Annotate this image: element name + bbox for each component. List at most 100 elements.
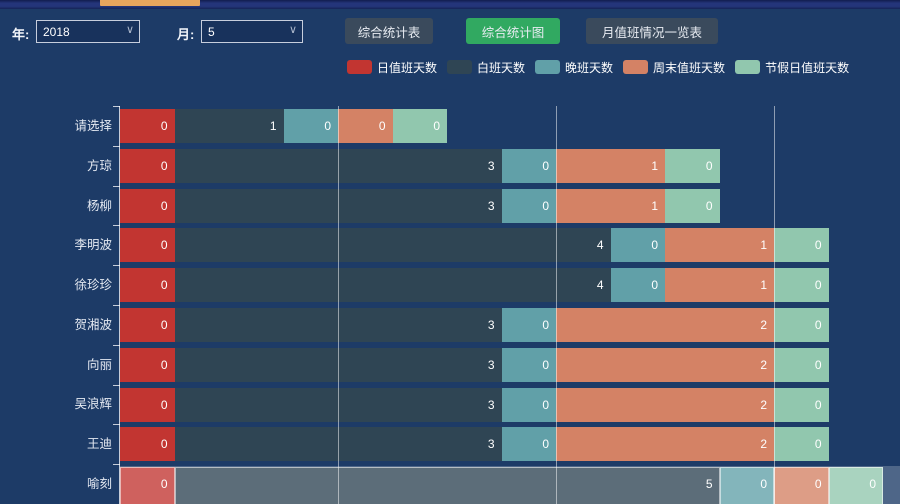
bar-segment-日值班天数[interactable]: 0 — [120, 467, 175, 504]
bar-value-label: 0 — [433, 118, 440, 133]
stats-table-button[interactable]: 综合统计表 — [345, 18, 433, 44]
legend-item-晚班天数[interactable]: 晚班天数 — [535, 59, 613, 76]
y-axis-tick — [113, 265, 120, 266]
bar-value-label: 0 — [705, 158, 713, 173]
bar-segment-白班天数[interactable]: 4 — [174, 228, 611, 263]
legend-swatch-icon — [535, 60, 561, 74]
bar-segment-日值班天数[interactable]: 0 — [120, 427, 175, 462]
chevron-down-icon: ∨ — [125, 24, 134, 36]
bar-segment-周末值班天数[interactable]: 0 — [774, 467, 829, 504]
bar-value-label: 1 — [760, 238, 767, 253]
bar-segment-晚班天数[interactable]: 0 — [501, 427, 556, 462]
bar-segment-周末值班天数[interactable]: 2 — [556, 387, 774, 422]
year-label: 年: — [12, 27, 30, 42]
bar-value-label: 0 — [542, 397, 549, 412]
bar-segment-晚班天数[interactable]: 0 — [283, 108, 338, 143]
year-select[interactable]: 2018 ∨ — [36, 20, 140, 43]
legend: 日值班天数 白班天数 晚班天数 周末值班天数 节假日值班天数 — [347, 59, 849, 75]
stats-chart-button[interactable]: 综合统计图 — [466, 18, 560, 44]
bar-segment-白班天数[interactable]: 5 — [174, 467, 720, 504]
bar-value-label: 0 — [160, 437, 168, 452]
legend-label: 晚班天数 — [565, 60, 614, 75]
bar-value-label: 1 — [269, 118, 277, 133]
bar-segment-晚班天数[interactable]: 0 — [501, 387, 556, 422]
y-axis-label: 喻刻 — [86, 477, 112, 491]
bar-value-label: 0 — [160, 477, 168, 492]
legend-swatch-icon — [447, 60, 473, 74]
legend-item-日值班天数[interactable]: 日值班天数 — [347, 59, 437, 76]
bar-segment-白班天数[interactable]: 1 — [174, 108, 284, 143]
bar-value-label: 0 — [814, 477, 822, 492]
legend-swatch-icon — [735, 60, 761, 74]
y-axis-label: 王迪 — [86, 437, 112, 451]
month-select[interactable]: 5 ∨ — [201, 20, 303, 43]
bar-value-label: 0 — [651, 238, 658, 253]
bar-value-label: 0 — [814, 238, 822, 253]
bar-segment-晚班天数[interactable]: 0 — [501, 148, 556, 183]
chart-area: 请选择 0 1 0 0 0 方琼 0 3 0 1 0 杨柳 0 3 0 1 0 李明波 0 4 0 1 0 徐珍珍 0 4 0 1 0 贺湘… — [0, 106, 900, 504]
bar-segment-日值班天数[interactable]: 0 — [120, 347, 175, 382]
bar-segment-节假日值班天数[interactable]: 0 — [774, 347, 829, 382]
bar-value-label: 0 — [160, 198, 168, 213]
bar-segment-周末值班天数[interactable]: 1 — [665, 268, 774, 303]
bar-value-label: 0 — [542, 437, 549, 452]
bar-value-label: 0 — [160, 238, 168, 253]
bar-segment-日值班天数[interactable]: 0 — [120, 108, 175, 143]
legend-item-周末值班天数[interactable]: 周末值班天数 — [623, 59, 725, 76]
bar-value-label: 3 — [487, 397, 495, 412]
bar-segment-节假日值班天数[interactable]: 0 — [392, 108, 447, 143]
active-tab-indicator[interactable] — [100, 0, 200, 6]
bar-segment-节假日值班天数[interactable]: 0 — [774, 427, 829, 462]
bar-segment-周末值班天数[interactable]: 1 — [556, 148, 665, 183]
bar-segment-白班天数[interactable]: 4 — [174, 268, 611, 303]
bar-segment-周末值班天数[interactable]: 1 — [556, 188, 665, 223]
bar-value-label: 0 — [160, 397, 168, 412]
bar-segment-日值班天数[interactable]: 0 — [120, 268, 175, 303]
bar-segment-节假日值班天数[interactable]: 0 — [774, 387, 829, 422]
legend-label: 周末值班天数 — [653, 60, 726, 75]
legend-item-节假日值班天数[interactable]: 节假日值班天数 — [735, 59, 849, 76]
bar-segment-晚班天数[interactable]: 0 — [610, 228, 665, 263]
bar-segment-周末值班天数[interactable]: 0 — [338, 108, 393, 143]
y-axis-tick — [113, 225, 120, 226]
bar-value-label: 3 — [487, 357, 495, 372]
y-axis-tick — [113, 385, 120, 386]
bar-segment-节假日值班天数[interactable]: 0 — [774, 307, 829, 342]
bar-segment-周末值班天数[interactable]: 1 — [665, 228, 774, 263]
bar-value-label: 3 — [487, 158, 495, 173]
bar-value-label: 0 — [160, 158, 168, 173]
bar-segment-节假日值班天数[interactable]: 0 — [665, 148, 720, 183]
bar-segment-日值班天数[interactable]: 0 — [120, 387, 175, 422]
bar-value-label: 2 — [760, 437, 767, 452]
bar-segment-晚班天数[interactable]: 0 — [501, 188, 556, 223]
month-label: 月: — [177, 27, 195, 42]
bar-value-label: 0 — [814, 278, 822, 293]
bar-segment-日值班天数[interactable]: 0 — [120, 307, 175, 342]
bar-value-label: 1 — [651, 158, 658, 173]
bar-segment-节假日值班天数[interactable]: 0 — [774, 268, 829, 303]
y-axis-label: 向丽 — [86, 358, 112, 372]
bar-value-label: 1 — [651, 198, 658, 213]
legend-label: 日值班天数 — [377, 60, 438, 75]
bar-segment-周末值班天数[interactable]: 2 — [556, 427, 774, 462]
bar-segment-周末值班天数[interactable]: 2 — [556, 347, 774, 382]
bar-segment-晚班天数[interactable]: 0 — [501, 307, 556, 342]
bar-segment-周末值班天数[interactable]: 2 — [556, 307, 774, 342]
bar-value-label: 0 — [160, 278, 168, 293]
legend-item-白班天数[interactable]: 白班天数 — [447, 59, 525, 76]
y-axis-label: 方琼 — [86, 159, 112, 173]
bar-segment-节假日值班天数[interactable]: 0 — [774, 228, 829, 263]
legend-label: 白班天数 — [477, 60, 526, 75]
bar-segment-日值班天数[interactable]: 0 — [120, 228, 175, 263]
bar-value-label: 0 — [542, 198, 549, 213]
monthly-duty-list-button[interactable]: 月值班情况一览表 — [586, 18, 718, 44]
bar-segment-晚班天数[interactable]: 0 — [501, 347, 556, 382]
bar-segment-日值班天数[interactable]: 0 — [120, 148, 175, 183]
bar-segment-晚班天数[interactable]: 0 — [719, 467, 774, 504]
bar-segment-节假日值班天数[interactable]: 0 — [665, 188, 720, 223]
y-axis-tick — [113, 106, 120, 107]
bar-segment-节假日值班天数[interactable]: 0 — [828, 467, 883, 504]
bar-value-label: 0 — [760, 477, 767, 492]
bar-segment-晚班天数[interactable]: 0 — [610, 268, 665, 303]
bar-segment-日值班天数[interactable]: 0 — [120, 188, 175, 223]
